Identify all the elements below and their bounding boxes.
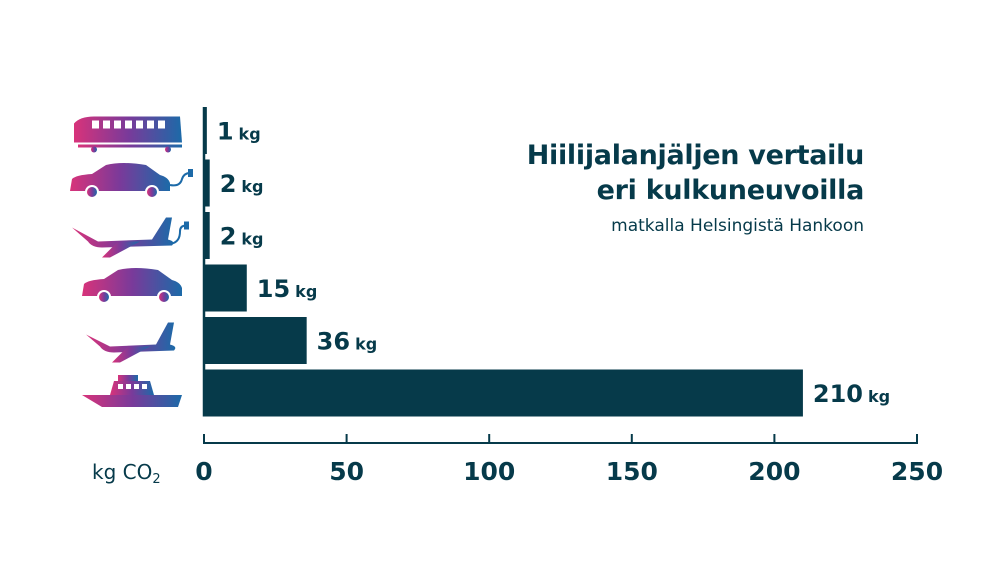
chart-title: Hiilijalanjäljen vertailu eri kulkuneuvo…	[526, 138, 865, 208]
bar-value-unit: kg	[239, 125, 261, 144]
bar-value-number: 2	[220, 170, 237, 198]
bar-value-label-0: 1 kg	[217, 118, 261, 146]
plane-icon	[86, 322, 176, 363]
x-tick-label: 50	[329, 457, 364, 486]
train-icon	[74, 116, 182, 153]
bar-value-unit: kg	[241, 177, 263, 196]
x-tick-label: 250	[891, 457, 943, 486]
bar-value-number: 15	[257, 275, 290, 303]
bar-value-unit: kg	[241, 230, 263, 249]
chart-title-line-2: eri kulkuneuvoilla	[596, 175, 865, 206]
x-tick-label: 100	[463, 457, 515, 486]
bar-value-number: 2	[220, 223, 237, 251]
x-axis-label-base: kg CO	[92, 460, 152, 484]
bar-2	[204, 212, 210, 259]
car-icon	[82, 268, 182, 304]
x-tick-label: 200	[748, 457, 800, 486]
bar-value-unit: kg	[295, 282, 317, 301]
x-axis-label-subscript: 2	[152, 472, 160, 487]
bar-value-label-3: 15 kg	[257, 275, 318, 303]
chart-subtitle: matkalla Helsingistä Hankoon	[611, 216, 864, 236]
bar-3	[204, 264, 247, 312]
bar-value-unit: kg	[355, 335, 377, 354]
electric-car-icon	[70, 163, 193, 199]
bar-value-label-5: 210 kg	[813, 380, 890, 408]
boat-icon	[82, 375, 182, 407]
bar-4	[204, 317, 307, 364]
x-axis-label: kg CO2	[92, 460, 161, 487]
bar-5	[204, 369, 803, 417]
x-tick-label: 0	[195, 457, 212, 486]
bar-value-number: 36	[317, 328, 350, 356]
bar-1	[204, 159, 210, 207]
bar-value-number: 1	[217, 118, 234, 146]
x-tick-label: 150	[606, 457, 658, 486]
chart-title-line-1: Hiilijalanjäljen vertailu	[526, 140, 865, 171]
bar-value-unit: kg	[868, 387, 890, 406]
bar-value-label-2: 2 kg	[220, 223, 264, 251]
bar-value-label-1: 2 kg	[220, 170, 264, 198]
bar-value-label-4: 36 kg	[317, 328, 378, 356]
bar-value-number: 210	[813, 380, 863, 408]
electric-plane-icon	[72, 217, 189, 258]
bar-0	[204, 107, 207, 154]
